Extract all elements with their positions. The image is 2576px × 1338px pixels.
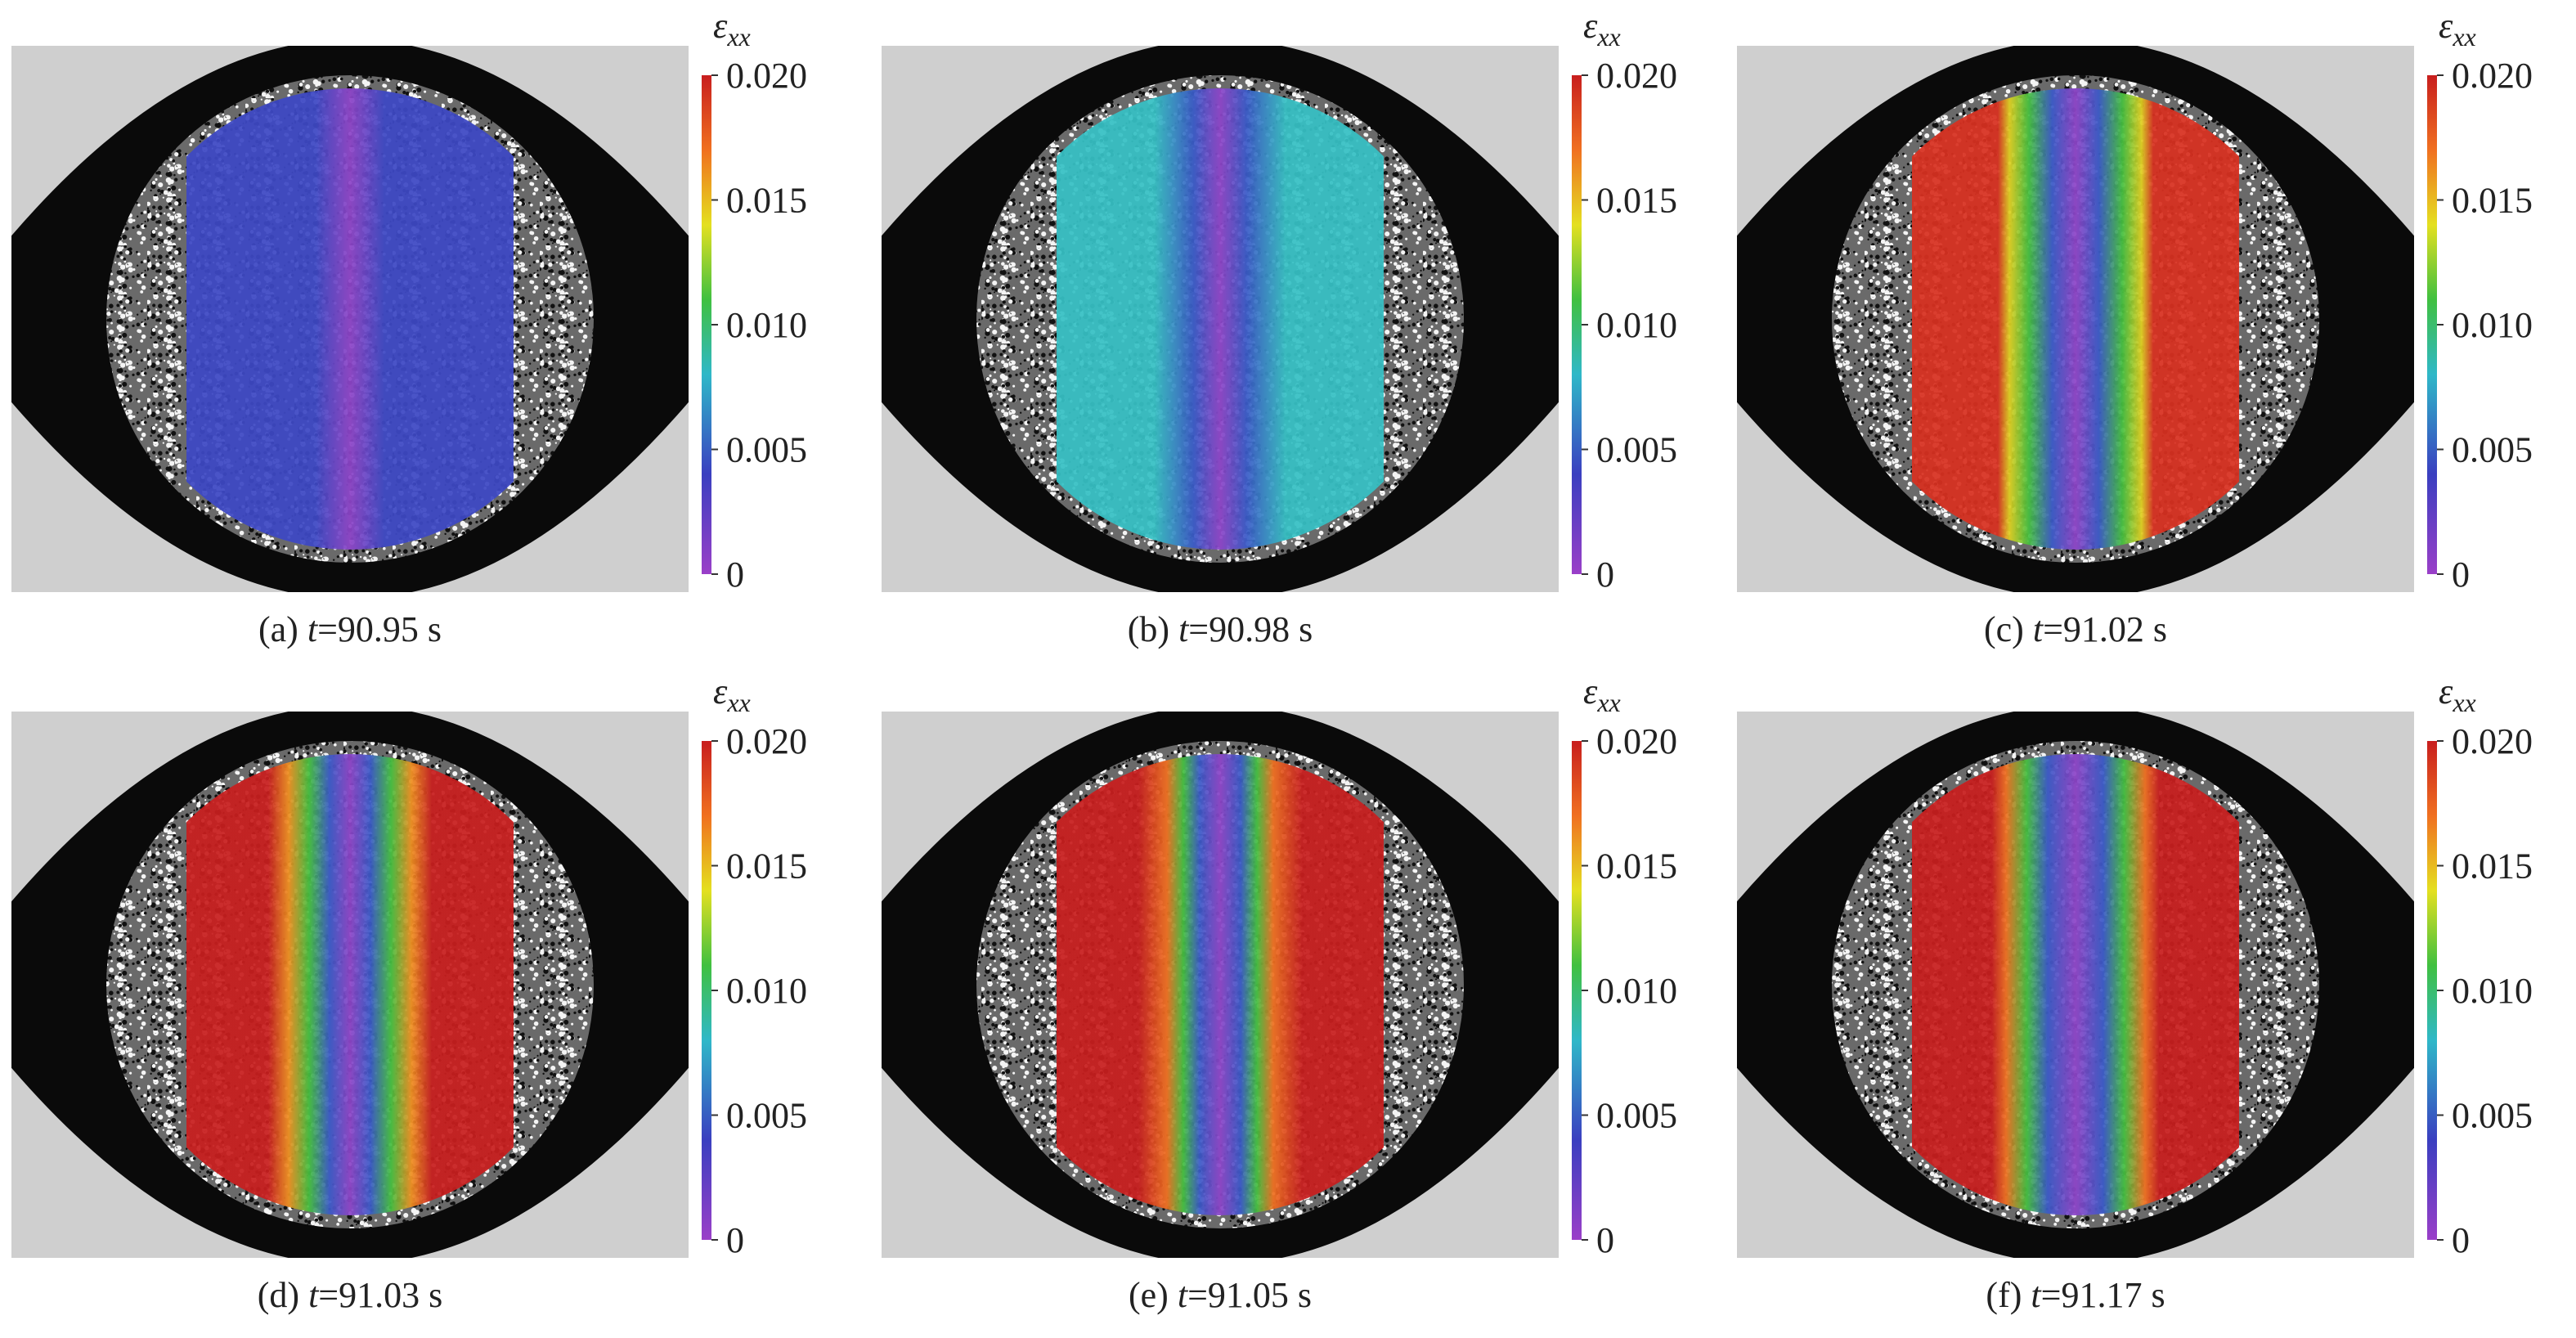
colorbar-tick-label: 0.020 xyxy=(1596,721,1677,761)
panel: εxx 0 0.005 0.010 0.015 0.020 (f) t=91.17 s xyxy=(1737,671,2533,1315)
caption-time: =90.95 s xyxy=(317,609,442,649)
colorbar-tick-label: 0.005 xyxy=(726,430,807,470)
panel: εxx 0 0.005 0.010 0.015 0.020 (a) t=90.95 s xyxy=(11,6,807,649)
colorbar-tick-label: 0.020 xyxy=(2452,56,2533,96)
caption: (b) t=90.98 s xyxy=(1128,609,1313,649)
strain-field xyxy=(186,88,514,550)
colorbar-tick-label: 0 xyxy=(2452,555,2470,595)
colorbar-tick-label: 0.005 xyxy=(1596,430,1677,470)
colorbar-subscript: xx xyxy=(1596,688,1620,717)
colorbar-subscript: xx xyxy=(726,688,750,717)
caption-var: t xyxy=(308,1275,320,1315)
caption-time: =91.05 s xyxy=(1187,1275,1312,1315)
caption-label: (f) xyxy=(1986,1275,2022,1315)
colorbar-symbol: ε xyxy=(713,671,728,712)
colorbar xyxy=(1572,75,1582,574)
caption-label: (d) xyxy=(258,1275,299,1315)
colorbar-label: εxx xyxy=(713,6,751,52)
caption-var: t xyxy=(2033,609,2044,649)
caption-time: =91.17 s xyxy=(2041,1275,2165,1315)
colorbar-tick-label: 0.010 xyxy=(2452,305,2533,345)
caption: (a) t=90.95 s xyxy=(258,609,442,649)
strain-field xyxy=(1057,88,1384,550)
specimen-image xyxy=(11,712,689,1258)
caption: (f) t=91.17 s xyxy=(1986,1275,2165,1315)
colorbar-tick-label: 0.015 xyxy=(726,181,807,221)
caption-time: =90.98 s xyxy=(1188,609,1313,649)
strain-field xyxy=(186,754,514,1215)
colorbar-tick-label: 0.010 xyxy=(2452,971,2533,1011)
caption: (e) t=91.05 s xyxy=(1129,1275,1312,1315)
colorbar-tick-label: 0.015 xyxy=(726,846,807,887)
colorbar-tick-label: 0.010 xyxy=(1596,971,1677,1011)
colorbar-label: εxx xyxy=(1583,671,1621,717)
caption: (d) t=91.03 s xyxy=(258,1275,442,1315)
colorbar-subscript: xx xyxy=(2452,688,2475,717)
colorbar-subscript: xx xyxy=(1596,22,1620,52)
colorbar-tick-label: 0.010 xyxy=(726,305,807,345)
colorbar-tick-label: 0.020 xyxy=(2452,721,2533,761)
strain-field xyxy=(1912,754,2239,1215)
colorbar xyxy=(702,75,711,574)
caption-var: t xyxy=(307,609,319,649)
caption-time: =91.03 s xyxy=(318,1275,442,1315)
colorbar-subscript: xx xyxy=(2452,22,2475,52)
caption-var: t xyxy=(1178,1275,1189,1315)
colorbar-label: εxx xyxy=(2439,671,2476,717)
strain-field xyxy=(1057,754,1384,1215)
caption-label: (e) xyxy=(1129,1275,1169,1315)
strain-field xyxy=(1912,88,2239,550)
colorbar-label: εxx xyxy=(2439,6,2476,52)
colorbar-symbol: ε xyxy=(2439,671,2453,712)
caption-label: (c) xyxy=(1984,609,2024,649)
colorbar xyxy=(1572,741,1582,1240)
caption-var: t xyxy=(1178,609,1190,649)
colorbar-tick-label: 0 xyxy=(726,555,744,595)
colorbar-tick-label: 0 xyxy=(1596,1220,1614,1260)
colorbar-tick-label: 0.015 xyxy=(2452,846,2533,887)
colorbar xyxy=(2427,75,2437,574)
colorbar xyxy=(702,741,711,1240)
colorbar-tick-label: 0 xyxy=(1596,555,1614,595)
colorbar-label: εxx xyxy=(713,671,751,717)
panel: εxx 0 0.005 0.010 0.015 0.020 (e) t=91.05 s xyxy=(882,671,1677,1315)
panel: εxx 0 0.005 0.010 0.015 0.020 (b) t=90.98 s xyxy=(882,6,1677,649)
colorbar-tick-label: 0 xyxy=(726,1220,744,1260)
colorbar-tick-label: 0.020 xyxy=(726,56,807,96)
colorbar-tick-label: 0 xyxy=(2452,1220,2470,1260)
colorbar-tick-label: 0.005 xyxy=(2452,1096,2533,1136)
panel: εxx 0 0.005 0.010 0.015 0.020 (c) t=91.02 s xyxy=(1737,6,2533,649)
specimen-image xyxy=(882,712,1559,1258)
colorbar-tick-label: 0.020 xyxy=(726,721,807,761)
colorbar-tick-label: 0.015 xyxy=(1596,181,1677,221)
colorbar-tick-label: 0.015 xyxy=(1596,846,1677,887)
colorbar-tick-label: 0.005 xyxy=(2452,430,2533,470)
colorbar-symbol: ε xyxy=(2439,6,2453,46)
colorbar-tick-label: 0.005 xyxy=(726,1096,807,1136)
colorbar-symbol: ε xyxy=(1583,6,1598,46)
colorbar-tick-label: 0.020 xyxy=(1596,56,1677,96)
colorbar-tick-label: 0.010 xyxy=(1596,305,1677,345)
colorbar-label: εxx xyxy=(1583,6,1621,52)
caption-label: (a) xyxy=(258,609,298,649)
colorbar-subscript: xx xyxy=(726,22,750,52)
caption-time: =91.02 s xyxy=(2043,609,2167,649)
colorbar-tick-label: 0.015 xyxy=(2452,181,2533,221)
caption: (c) t=91.02 s xyxy=(1984,609,2167,649)
colorbar-symbol: ε xyxy=(1583,671,1598,712)
specimen-image xyxy=(11,46,689,592)
caption-var: t xyxy=(2031,1275,2042,1315)
panel: εxx 0 0.005 0.010 0.015 0.020 (d) t=91.03 s xyxy=(11,671,807,1315)
caption-label: (b) xyxy=(1128,609,1169,649)
colorbar-symbol: ε xyxy=(713,6,728,46)
specimen-image xyxy=(1737,712,2414,1258)
specimen-image xyxy=(882,46,1559,592)
colorbar xyxy=(2427,741,2437,1240)
colorbar-tick-label: 0.005 xyxy=(1596,1096,1677,1136)
colorbar-tick-label: 0.010 xyxy=(726,971,807,1011)
specimen-image xyxy=(1737,46,2414,592)
